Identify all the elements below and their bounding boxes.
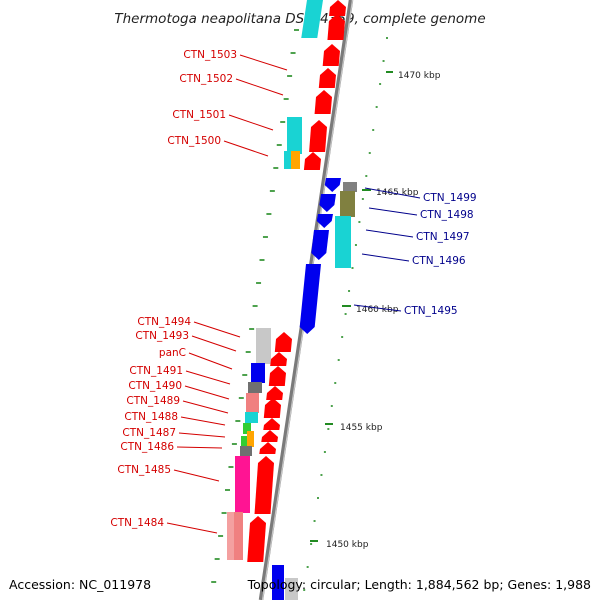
leader-line	[166, 522, 218, 534]
gene-label-ctn_1489: CTN_1489	[126, 395, 180, 407]
forward-strand-genes	[247, 0, 346, 562]
forward-gene-arrow	[259, 442, 276, 454]
leader-line	[173, 469, 220, 482]
leader-line	[180, 416, 226, 426]
reverse-gene-arrow	[324, 178, 341, 192]
gene-label-ctn_1500: CTN_1500	[167, 135, 221, 147]
cog-category-track	[227, 0, 357, 600]
tick-label: 1450 kbp	[326, 540, 369, 550]
forward-gene-arrow	[322, 44, 340, 66]
leader-line	[188, 352, 233, 370]
forward-gene-arrow	[309, 120, 327, 152]
forward-gene-arrow	[263, 418, 280, 430]
forward-gene-arrow	[270, 352, 287, 366]
kbp-ticks: 1470 kbp 1465 kbp 1460 kbp 1455 kbp 1450…	[310, 71, 441, 550]
gc-content-dots-inner	[211, 29, 299, 583]
gene-label-ctn_1502: CTN_1502	[179, 73, 233, 85]
forward-gene-arrow	[268, 366, 286, 386]
tick-label: 1455 kbp	[340, 423, 383, 433]
forward-gene-arrow	[314, 90, 332, 114]
leader-line	[184, 385, 230, 400]
forward-gene-arrow	[247, 516, 266, 562]
gene-label-ctn_1491: CTN_1491	[129, 365, 183, 377]
reverse-gene-arrow	[319, 194, 336, 212]
forward-gene-arrow	[318, 68, 336, 88]
gene-label-ctn_1497: CTN_1497	[416, 231, 470, 243]
gene-label-ctn_1498: CTN_1498	[420, 209, 474, 221]
leader-line	[364, 187, 421, 199]
gene-label-ctn_1490: CTN_1490	[128, 380, 182, 392]
leader-line	[361, 253, 410, 262]
gene-label-ctn_1485: CTN_1485	[117, 464, 171, 476]
gene-label-panc: panC	[159, 347, 186, 359]
forward-gene-labels: CTN_1503 CTN_1502 CTN_1501 CTN_1500 CTN_1494…	[110, 49, 288, 534]
gene-label-ctn_1496: CTN_1496	[412, 255, 466, 267]
forward-gene-arrow	[329, 0, 346, 16]
reverse-strand-genes	[299, 178, 341, 334]
gene-label-ctn_1484: CTN_1484	[110, 517, 164, 529]
gc-skew-dots-outer	[303, 37, 388, 591]
leader-line	[193, 321, 241, 338]
leader-line	[239, 54, 288, 71]
reverse-gene-labels: CTN_1499 CTN_1498 CTN_1497 CTN_1496 CTN_1495	[353, 187, 477, 317]
tick-label: 1465 kbp	[376, 188, 419, 198]
leader-line	[223, 140, 269, 157]
leader-line	[368, 207, 418, 216]
leader-line	[235, 78, 284, 96]
gene-label-ctn_1487: CTN_1487	[122, 427, 176, 439]
forward-gene-arrow	[261, 430, 278, 442]
map-title: Thermotoga neapolitana DSM 4359, complet…	[114, 11, 485, 27]
gene-label-ctn_1488: CTN_1488	[124, 411, 178, 423]
forward-gene-arrow	[303, 152, 321, 170]
leader-line	[228, 114, 274, 131]
leader-line	[178, 432, 226, 438]
reverse-gene-arrow	[311, 230, 329, 260]
forward-gene-arrow	[254, 456, 274, 514]
leader-line	[182, 400, 229, 414]
gene-label-ctn_1493: CTN_1493	[135, 330, 189, 342]
reverse-gene-arrow	[299, 264, 321, 334]
forward-gene-arrow	[327, 14, 345, 40]
gene-label-ctn_1499: CTN_1499	[423, 192, 477, 204]
gene-label-ctn_1486: CTN_1486	[120, 441, 174, 453]
tick-label: 1460 kbp	[356, 305, 399, 315]
leader-line	[353, 304, 402, 312]
leader-line	[191, 335, 237, 352]
reverse-gene-arrow	[316, 214, 333, 228]
leader-line	[365, 229, 414, 238]
leader-line	[176, 446, 223, 449]
forward-gene-arrow	[274, 332, 292, 352]
topology-text: Topology: circular; Length: 1,884,562 bp…	[247, 577, 591, 592]
gene-label-ctn_1501: CTN_1501	[172, 109, 226, 121]
accession-text: Accession: NC_011978	[9, 577, 152, 592]
forward-gene-arrow	[263, 398, 281, 418]
leader-line	[185, 370, 231, 385]
tick-label: 1470 kbp	[398, 71, 441, 81]
gene-label-ctn_1495: CTN_1495	[404, 305, 458, 317]
gene-label-ctn_1494: CTN_1494	[137, 316, 191, 328]
forward-gene-arrow	[266, 386, 283, 400]
gene-label-ctn_1503: CTN_1503	[183, 49, 237, 61]
